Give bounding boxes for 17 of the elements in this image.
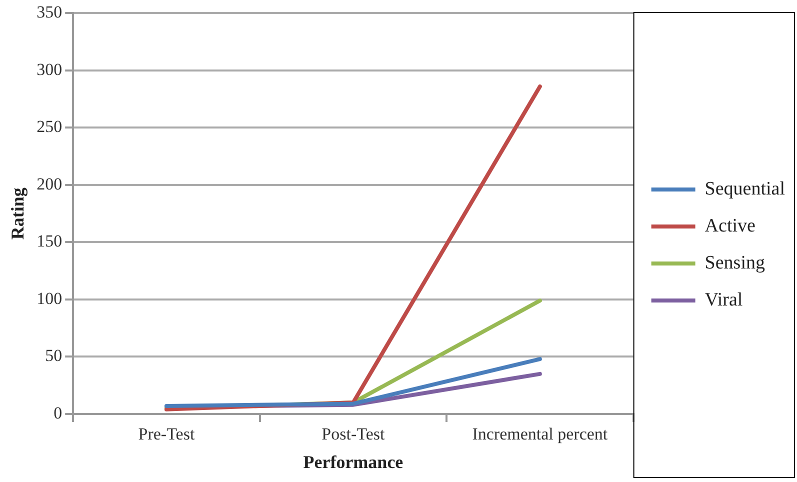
y-tick-label: 150 — [36, 232, 62, 251]
y-tick-label: 300 — [36, 60, 62, 79]
x-axis-title: Performance — [303, 452, 404, 472]
y-axis-title: Rating — [7, 188, 28, 240]
x-tick-label: Post-Test — [322, 424, 385, 444]
y-tick-label: 200 — [36, 174, 62, 194]
y-tick-label: 250 — [36, 117, 62, 136]
legend-label: Sensing — [704, 252, 766, 274]
legend-label: Active — [704, 215, 756, 236]
y-tick-label: 100 — [36, 288, 62, 308]
legend-label: Viral — [704, 289, 743, 310]
x-tick-label: Incremental percent — [472, 424, 608, 444]
y-tick-label: 50 — [45, 346, 62, 366]
x-tick-label: Pre-Test — [138, 424, 195, 444]
y-tick-label: 0 — [54, 403, 62, 422]
legend-label: Sequential — [704, 178, 785, 200]
y-tick-label: 350 — [36, 2, 62, 22]
